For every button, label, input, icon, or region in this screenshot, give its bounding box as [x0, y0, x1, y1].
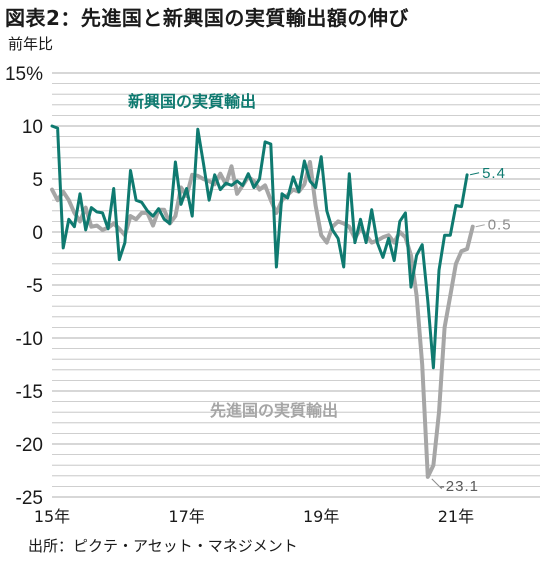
y-tick-label: 5: [32, 170, 43, 191]
unit-label: 前年比: [8, 35, 54, 53]
end-label-advanced: 0.5: [488, 217, 512, 234]
x-tick-label: 17年: [168, 507, 204, 526]
min-annotation-label: -23.1: [440, 478, 479, 495]
x-tick-label: 21年: [438, 507, 474, 526]
y-tick-label: 15%: [5, 64, 43, 85]
line-chart: 15% 10 5 0 -5 -10 -15 -20 -25 15年 17年 19年 21年 新興国の実…: [5, 64, 540, 526]
series-label-emerging: 新興国の実質輸出: [128, 92, 256, 111]
end-label-emerging: 5.4: [482, 165, 506, 182]
x-tick-label: 15年: [34, 507, 70, 526]
y-tick-label: 10: [22, 117, 43, 138]
y-tick-label: -20: [16, 435, 43, 456]
y-tick-label: -25: [16, 488, 43, 509]
series-line-advanced: [50, 160, 475, 479]
y-axis-ticks: 15% 10 5 0 -5 -10 -15 -20 -25: [5, 64, 43, 509]
y-tick-label: -15: [16, 382, 43, 403]
x-tick-label: 19年: [303, 507, 339, 526]
series-lines: [50, 124, 475, 479]
y-tick-label: -10: [16, 329, 43, 350]
series-line-emerging: [50, 124, 469, 370]
chart-title: 図表2：先進国と新興国の実質輸出額の伸び: [5, 6, 409, 30]
end-label-leader: [475, 224, 485, 228]
source-note: 出所：ピクテ・アセット・マネジメント: [28, 537, 298, 555]
series-label-advanced: 先進国の実質輸出: [210, 401, 338, 420]
gridlines: [52, 72, 540, 498]
y-tick-label: 0: [32, 223, 43, 244]
y-tick-label: -5: [26, 276, 43, 297]
min-annotation-leader: [431, 478, 443, 490]
end-label-leader: [469, 172, 480, 176]
x-axis-ticks: 15年 17年 19年 21年: [34, 507, 474, 526]
